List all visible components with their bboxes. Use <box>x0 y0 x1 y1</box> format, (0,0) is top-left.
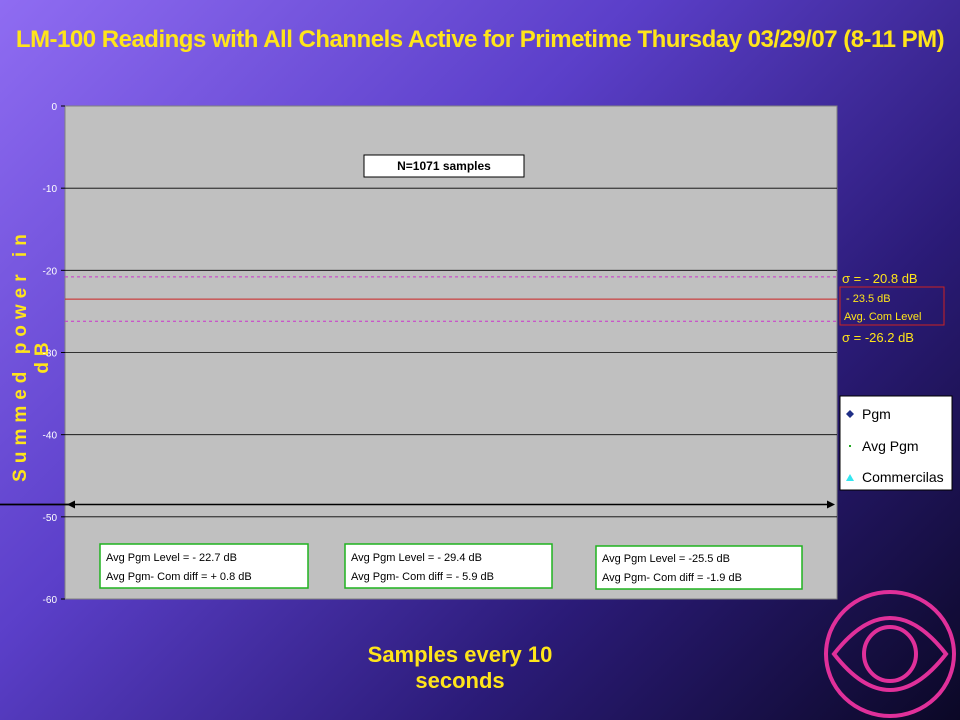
segment-box-3-line1: Avg Pgm Level = -25.5 dB <box>602 553 730 565</box>
segment-box-1: Avg Pgm Level = - 22.7 dB Avg Pgm- Com d… <box>99 543 309 589</box>
y-tick-label: -30 <box>43 349 58 360</box>
sigma-bottom-label: σ = -26.2 dB <box>842 330 914 345</box>
segment-box-2: Avg Pgm Level = - 29.4 dB Avg Pgm- Com d… <box>344 543 553 589</box>
y-tick-label: -40 <box>43 431 58 442</box>
cbs-eye-logo <box>824 590 956 718</box>
y-tick-label: -50 <box>43 513 58 524</box>
legend-pgm-marker <box>846 410 854 418</box>
avg-com-box: - 23.5 dB Avg. Com Level <box>839 286 945 326</box>
samples-box: N=1071 samples <box>363 154 525 178</box>
segment-box-1-line2: Avg Pgm- Com diff = + 0.8 dB <box>106 571 252 583</box>
segment-box-3: Avg Pgm Level = -25.5 dB Avg Pgm- Com di… <box>595 545 803 590</box>
legend-avg-pgm-label: Avg Pgm <box>862 438 919 454</box>
segment-box-1-line1: Avg Pgm Level = - 22.7 dB <box>106 552 237 564</box>
y-tick-label: -60 <box>43 595 58 606</box>
y-tick-label: -10 <box>43 184 58 195</box>
segment-arrow-head <box>827 500 835 509</box>
sigma-top-label: σ = - 20.8 dB <box>842 271 918 286</box>
segment-box-3-line2: Avg Pgm- Com diff = -1.9 dB <box>602 572 742 584</box>
legend-commercials-marker <box>846 474 854 481</box>
samples-box-label: N=1071 samples <box>397 159 491 173</box>
grid <box>65 187 837 518</box>
legend-pgm-label: Pgm <box>862 406 891 422</box>
avg-com-text: Avg. Com Level <box>844 311 921 323</box>
legend-commercials-label: Commercilas <box>862 469 944 485</box>
slide-title: LM-100 Readings with All Channels Active… <box>15 26 945 53</box>
avg-com-value: - 23.5 dB <box>846 293 891 305</box>
segment-box-2-line2: Avg Pgm- Com diff = - 5.9 dB <box>351 571 494 583</box>
legend-avg-pgm-marker <box>849 445 851 447</box>
y-axis-ticks: 0 -10 -20 -30 -40 -50 -60 <box>43 102 65 606</box>
y-tick-label: -20 <box>43 266 58 277</box>
segment-arrows <box>0 500 835 509</box>
y-tick-label: 0 <box>51 102 57 113</box>
x-axis-title: Samples every 10 seconds <box>367 642 553 693</box>
reference-lines <box>65 276 837 322</box>
legend: Pgm Avg Pgm Commercilas <box>839 395 953 491</box>
segment-box-2-line1: Avg Pgm Level = - 29.4 dB <box>351 552 482 564</box>
